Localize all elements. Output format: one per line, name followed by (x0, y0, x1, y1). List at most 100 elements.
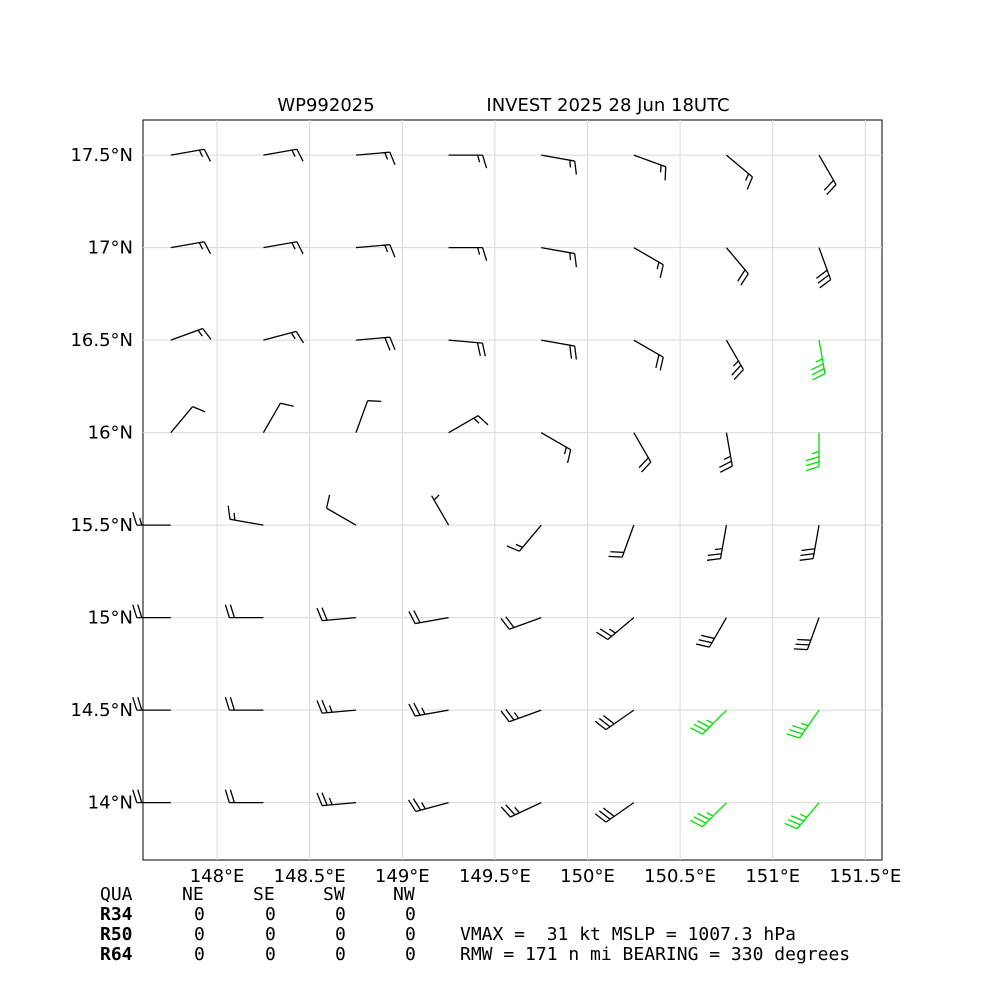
wind-barb (793, 617, 820, 651)
barb-feather (599, 628, 612, 637)
barb-feather (641, 461, 652, 473)
table-cell: 0 (194, 924, 205, 945)
barb-half-feather (563, 446, 567, 455)
barb-shaft (415, 802, 449, 813)
barb-feather (137, 604, 143, 618)
barb-half-feather (815, 358, 823, 363)
wind-barb (500, 802, 542, 818)
wind-barb (448, 154, 488, 169)
barb-feather (664, 166, 667, 181)
barb-half-feather (328, 705, 333, 713)
barb-half-feather (476, 247, 481, 255)
barb-half-feather (801, 722, 809, 727)
wind-barb (407, 798, 449, 813)
barb-feather (638, 457, 649, 469)
barb-feather (690, 727, 703, 735)
barb-feather (598, 717, 611, 728)
barb-feather (295, 331, 305, 344)
wind-barb (805, 432, 820, 472)
barb-feather (500, 806, 511, 818)
barb-feather (693, 723, 707, 732)
barb-half-feather (197, 329, 203, 337)
wind-barb (355, 400, 382, 433)
barb-half-feather (732, 360, 739, 367)
barb-feather (823, 179, 835, 191)
barb-feather (603, 807, 615, 817)
barb-half-feather (513, 712, 520, 719)
barb-half-feather (515, 543, 523, 548)
x-tick-label: 149.5°E (459, 866, 531, 887)
barb-shaft (170, 327, 203, 341)
x-tick-label: 150°E (560, 866, 615, 887)
wind-barb (633, 154, 667, 181)
barb-shaft (518, 524, 542, 552)
wind-barb (786, 709, 820, 739)
barb-half-feather (290, 332, 296, 340)
barb-shaft (605, 802, 635, 823)
barb-half-feather (421, 707, 426, 715)
barb-shaft (326, 507, 357, 526)
wind-barb (706, 525, 728, 561)
barb-feather (280, 402, 294, 407)
x-tick-label: 151.5°E (829, 866, 901, 887)
barb-feather (296, 241, 304, 255)
barb-half-feather (328, 797, 333, 805)
wind-barb (608, 524, 635, 558)
wind-barb (224, 789, 264, 804)
barb-shaft (607, 617, 635, 641)
barb-feather (132, 696, 138, 711)
wind-barb (541, 154, 578, 175)
barb-feather (476, 342, 481, 357)
wind-barb (633, 432, 652, 473)
barb-feather (603, 715, 615, 725)
barb-shaft (541, 154, 575, 162)
barb-feather (481, 154, 488, 169)
barb-feather (137, 789, 143, 803)
table-cell: 0 (194, 904, 205, 925)
wind-barb (431, 494, 450, 526)
wind-barb (725, 247, 749, 286)
barb-feather (132, 604, 138, 618)
barb-feather (325, 494, 331, 509)
barb-shaft (725, 432, 733, 467)
barb-feather (696, 643, 710, 648)
summary-line: VMAX = 31 kt MSLP = 1007.3 hPa (460, 924, 796, 945)
barb-half-feather (745, 173, 750, 181)
barb-shaft (263, 330, 297, 341)
barb-shaft (633, 247, 664, 266)
wind-barb (725, 339, 744, 381)
barb-feather (321, 699, 328, 713)
table-header: SE (253, 884, 275, 905)
barb-feather (321, 792, 328, 806)
barb-feather (817, 274, 830, 284)
barb-feather (719, 460, 732, 468)
barb-half-feather (723, 455, 731, 461)
barb-half-feather (569, 160, 572, 168)
wind-barb (595, 617, 635, 641)
y-tick-label: 15.5°N (70, 515, 133, 536)
barb-half-feather (569, 252, 572, 260)
barb-feather (805, 461, 820, 467)
barb-shaft (541, 339, 575, 347)
wind-barb (170, 406, 206, 434)
barb-shaft (448, 415, 479, 434)
wind-barb (448, 339, 486, 357)
barb-feather (608, 555, 623, 558)
barb-shaft (725, 339, 744, 370)
barb-half-feather (656, 261, 660, 270)
barb-half-feather (291, 242, 296, 250)
y-tick-label: 16.5°N (70, 330, 133, 351)
table-cell: 0 (335, 924, 346, 945)
barb-half-feather (659, 165, 662, 173)
barb-shaft (818, 340, 826, 374)
wind-barb (799, 525, 820, 561)
barb-shaft (170, 406, 194, 434)
wind-barb (170, 327, 212, 341)
barb-feather (655, 354, 660, 369)
barb-feather (505, 708, 515, 721)
barb-feather (784, 822, 798, 830)
barb-shaft (229, 518, 264, 526)
wind-barb (784, 802, 820, 830)
barb-feather (389, 244, 396, 258)
